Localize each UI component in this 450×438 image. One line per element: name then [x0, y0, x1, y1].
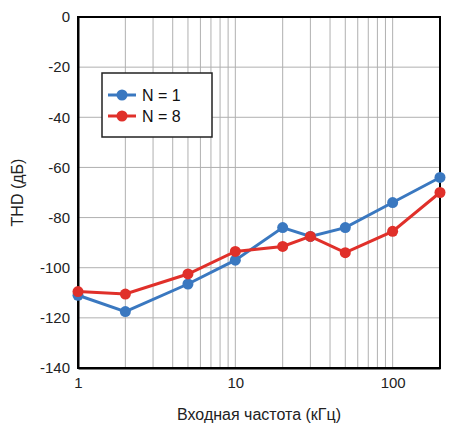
y-tick-label: -60: [48, 159, 70, 176]
y-tick: -100: [40, 259, 78, 276]
legend-swatch-marker: [117, 111, 128, 122]
y-tick: -140: [40, 359, 78, 376]
series-point: [182, 268, 193, 279]
x-tick-label: 100: [381, 374, 406, 391]
y-tick: -40: [48, 109, 78, 126]
y-tick-label: -120: [40, 309, 70, 326]
grid-line-x: [357, 17, 358, 368]
grid-line-y: [78, 217, 440, 218]
series-point: [387, 197, 398, 208]
grid-line-x: [310, 17, 311, 368]
y-tick-label: -20: [48, 58, 70, 75]
grid-line-x: [235, 17, 236, 368]
legend: N = 1 N = 8: [102, 73, 212, 137]
grid-line-x: [228, 17, 229, 368]
y-tick-label: -80: [48, 209, 70, 226]
series-point: [387, 226, 398, 237]
series-point: [120, 289, 131, 300]
grid-line-x: [330, 17, 331, 368]
x-tick: 1: [74, 368, 82, 391]
grid-line-x: [345, 17, 346, 368]
series-point: [120, 306, 131, 317]
grid-line-x: [187, 17, 188, 368]
plot-frame: [78, 17, 440, 368]
y-tick-label: -100: [40, 259, 70, 276]
y-tick-label: -40: [48, 109, 70, 126]
y-axis-title: THD (дБ): [9, 159, 26, 227]
legend-swatch-marker: [117, 90, 128, 101]
grid-line-x: [172, 17, 173, 368]
series-line: [78, 177, 440, 311]
plot-background: [78, 17, 440, 368]
x-tick: 100: [381, 368, 406, 391]
series-point: [340, 222, 351, 233]
x-axis-title: Входная частота (кГц): [177, 406, 341, 423]
grid-line-x: [392, 17, 393, 368]
series-point: [182, 279, 193, 290]
x-axis: 1 10 100: [74, 368, 440, 391]
series-point: [435, 187, 446, 198]
grid-line-x: [220, 17, 221, 368]
x-tick-label: 10: [227, 374, 244, 391]
y-axis: -140 -120 -100 -80 -60 -40 -20 0: [40, 8, 79, 376]
y-tick: -80: [48, 209, 78, 226]
y-tick-label: 0: [62, 8, 70, 25]
series-point: [305, 231, 316, 242]
grid-line-y: [78, 167, 440, 168]
grid-line-x: [153, 17, 154, 368]
grid-line-x: [377, 17, 378, 368]
grid-line-y: [78, 317, 440, 318]
series-point: [277, 241, 288, 252]
y-tick-label: -140: [40, 359, 70, 376]
legend-label: N = 8: [142, 108, 181, 125]
grid-line-x: [368, 17, 369, 368]
series-point: [305, 231, 316, 242]
grid-line-x: [200, 17, 201, 368]
grid-line-y: [78, 67, 440, 68]
grid-line-x: [210, 17, 211, 368]
series-line: [78, 193, 440, 295]
y-tick: -20: [48, 58, 78, 75]
series-point: [230, 246, 241, 257]
x-tick-label: 1: [74, 374, 82, 391]
grid-line-x: [385, 17, 386, 368]
chart: 1 10 100 -140 -120 -100 -80 -60 -40 -20 0 Входная ч…: [0, 0, 450, 438]
grid-line-y: [78, 267, 440, 268]
grid-line-x: [282, 17, 283, 368]
series-group: [73, 172, 446, 317]
y-tick: -60: [48, 159, 78, 176]
legend-box: [102, 73, 212, 137]
legend-label: N = 1: [142, 87, 181, 104]
series-point: [435, 172, 446, 183]
y-tick: 0: [62, 8, 78, 25]
series-point: [73, 286, 84, 297]
x-tick: 10: [227, 368, 244, 391]
grid: [78, 17, 440, 368]
series-point: [340, 247, 351, 258]
y-tick: -120: [40, 309, 78, 326]
series-point: [277, 222, 288, 233]
